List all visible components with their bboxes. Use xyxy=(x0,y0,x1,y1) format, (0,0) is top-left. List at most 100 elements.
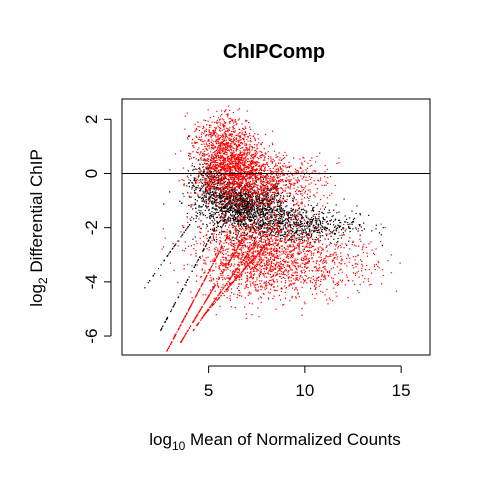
data-point xyxy=(210,214,212,216)
data-point xyxy=(261,220,264,222)
data-point xyxy=(227,131,229,133)
data-point xyxy=(238,216,240,218)
data-point xyxy=(193,190,195,192)
data-point xyxy=(300,221,302,224)
data-point xyxy=(240,181,242,183)
data-point xyxy=(219,188,221,190)
data-point xyxy=(231,212,234,214)
data-point xyxy=(208,185,210,188)
data-point xyxy=(300,202,302,204)
data-point xyxy=(318,213,320,215)
data-point xyxy=(220,219,222,221)
data-point xyxy=(203,150,206,152)
data-point xyxy=(295,247,297,249)
data-point xyxy=(215,174,217,177)
data-point xyxy=(311,164,313,166)
data-point xyxy=(237,176,239,178)
data-point xyxy=(297,201,299,203)
data-point xyxy=(257,201,259,203)
data-point xyxy=(325,181,327,183)
data-point xyxy=(260,179,262,181)
data-point xyxy=(207,199,209,201)
data-point xyxy=(290,207,292,209)
data-point xyxy=(248,220,250,222)
data-point xyxy=(196,142,198,144)
data-point xyxy=(220,177,223,179)
data-point xyxy=(220,190,222,192)
data-point xyxy=(212,202,214,204)
data-point xyxy=(313,194,315,196)
data-point xyxy=(259,211,261,213)
data-point xyxy=(224,206,226,208)
data-point xyxy=(225,187,227,189)
data-point xyxy=(265,152,267,154)
data-point xyxy=(241,215,243,217)
data-point xyxy=(248,206,250,208)
data-point xyxy=(210,215,212,217)
data-point xyxy=(259,172,261,174)
data-point xyxy=(244,178,246,180)
data-point xyxy=(236,178,238,180)
data-point xyxy=(222,216,224,219)
data-point xyxy=(271,197,274,199)
data-point xyxy=(233,188,235,190)
data-point xyxy=(233,195,235,197)
data-point xyxy=(292,224,294,226)
data-point xyxy=(207,140,209,142)
data-point xyxy=(255,179,257,181)
data-point xyxy=(221,206,223,208)
data-point xyxy=(230,200,232,202)
data-point xyxy=(216,216,219,218)
data-point xyxy=(267,206,269,208)
data-point xyxy=(231,169,233,171)
data-point xyxy=(229,160,231,162)
data-point xyxy=(259,213,262,215)
data-point xyxy=(247,183,249,185)
data-point xyxy=(227,156,229,158)
data-point xyxy=(242,214,244,216)
data-point xyxy=(223,177,225,179)
data-point xyxy=(224,176,226,178)
data-point xyxy=(232,185,234,187)
data-point xyxy=(237,212,240,214)
data-point xyxy=(283,162,285,165)
data-point xyxy=(299,166,301,168)
data-point xyxy=(265,179,267,181)
data-point xyxy=(203,155,205,157)
data-point xyxy=(321,211,323,213)
data-point xyxy=(352,228,354,230)
data-point xyxy=(292,208,294,210)
data-point xyxy=(303,157,305,159)
data-point xyxy=(246,204,248,206)
data-point xyxy=(230,201,232,203)
data-point xyxy=(243,168,246,170)
data-point xyxy=(218,196,220,199)
data-point xyxy=(236,183,238,185)
data-point xyxy=(239,198,241,200)
data-point xyxy=(380,234,382,236)
data-point xyxy=(314,196,316,198)
data-point xyxy=(255,173,257,175)
data-point xyxy=(222,204,224,206)
data-point xyxy=(194,180,196,182)
data-point xyxy=(269,205,271,207)
data-point xyxy=(227,168,229,170)
data-point xyxy=(349,231,351,233)
data-point xyxy=(231,240,233,242)
data-point xyxy=(289,185,292,187)
data-point xyxy=(319,236,321,238)
data-point xyxy=(243,224,245,226)
data-point xyxy=(290,214,292,216)
data-point xyxy=(210,156,212,158)
data-point xyxy=(332,221,335,223)
data-point xyxy=(279,217,282,220)
data-point xyxy=(234,186,236,188)
data-point xyxy=(250,197,252,199)
data-point xyxy=(200,206,202,208)
data-point xyxy=(216,188,218,190)
data-point xyxy=(209,180,211,183)
data-point xyxy=(229,163,231,166)
data-point xyxy=(238,276,240,278)
data-point xyxy=(316,230,319,232)
data-point xyxy=(222,152,224,154)
